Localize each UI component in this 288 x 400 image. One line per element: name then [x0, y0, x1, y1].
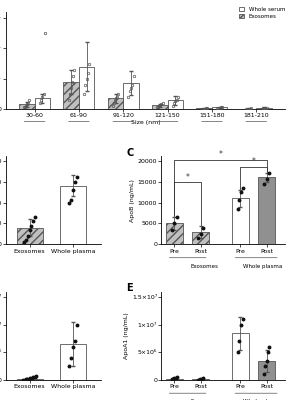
- Bar: [192, 379, 209, 380]
- Text: Exosomes: Exosomes: [191, 399, 219, 400]
- Bar: [192, 232, 209, 244]
- Text: Exosomes: Exosomes: [191, 264, 219, 269]
- Text: C: C: [127, 148, 134, 158]
- Bar: [232, 198, 249, 244]
- Bar: [17, 228, 43, 244]
- Text: Whole plasma: Whole plasma: [243, 399, 283, 400]
- X-axis label: Size (nm): Size (nm): [131, 120, 160, 124]
- Text: *: *: [219, 150, 223, 159]
- Bar: [60, 344, 86, 380]
- Bar: [212, 108, 228, 109]
- Text: Whole plasma: Whole plasma: [243, 264, 283, 269]
- Bar: [19, 104, 35, 109]
- Bar: [35, 98, 50, 109]
- Bar: [258, 177, 275, 244]
- Bar: [196, 108, 212, 109]
- Bar: [79, 66, 94, 109]
- Bar: [63, 82, 79, 109]
- Text: *: *: [251, 158, 255, 166]
- Bar: [258, 361, 275, 380]
- Bar: [241, 108, 256, 109]
- Text: E: E: [127, 283, 133, 293]
- Bar: [166, 379, 183, 380]
- Bar: [123, 83, 139, 109]
- Text: *: *: [186, 173, 190, 182]
- Bar: [166, 224, 183, 244]
- Bar: [108, 98, 123, 109]
- Bar: [17, 379, 43, 380]
- Bar: [60, 186, 86, 244]
- Y-axis label: ApoA1 (ng/mL): ApoA1 (ng/mL): [124, 312, 129, 359]
- Legend: Whole serum, Exosomes: Whole serum, Exosomes: [239, 7, 285, 19]
- Bar: [232, 333, 249, 380]
- Bar: [152, 105, 168, 109]
- Bar: [168, 100, 183, 109]
- Bar: [256, 108, 272, 109]
- Y-axis label: ApoB (ng/mL): ApoB (ng/mL): [130, 179, 135, 222]
